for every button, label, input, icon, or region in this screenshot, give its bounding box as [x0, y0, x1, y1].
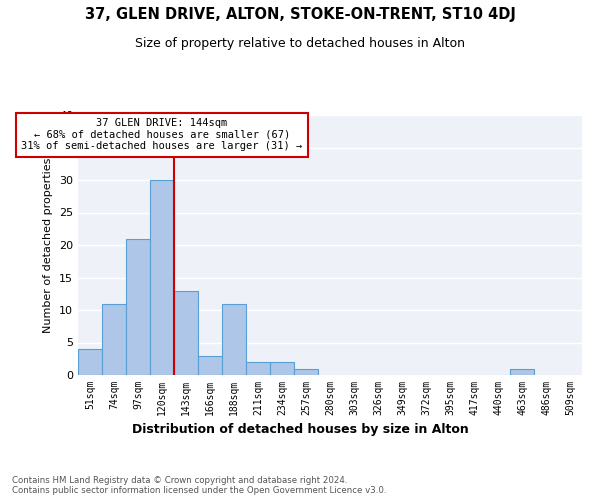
Bar [198, 356, 222, 375]
Bar [102, 304, 126, 375]
Text: 37 GLEN DRIVE: 144sqm
← 68% of detached houses are smaller (67)
31% of semi-deta: 37 GLEN DRIVE: 144sqm ← 68% of detached … [22, 118, 302, 152]
Bar [222, 304, 246, 375]
Text: Size of property relative to detached houses in Alton: Size of property relative to detached ho… [135, 38, 465, 51]
Bar [150, 180, 174, 375]
Bar [126, 238, 150, 375]
Bar [78, 349, 102, 375]
Y-axis label: Number of detached properties: Number of detached properties [43, 158, 53, 332]
Bar [510, 368, 534, 375]
Bar [294, 368, 318, 375]
Bar [246, 362, 270, 375]
Text: 37, GLEN DRIVE, ALTON, STOKE-ON-TRENT, ST10 4DJ: 37, GLEN DRIVE, ALTON, STOKE-ON-TRENT, S… [85, 8, 515, 22]
Text: Distribution of detached houses by size in Alton: Distribution of detached houses by size … [131, 422, 469, 436]
Bar [270, 362, 294, 375]
Text: Contains HM Land Registry data © Crown copyright and database right 2024.
Contai: Contains HM Land Registry data © Crown c… [12, 476, 386, 495]
Bar [174, 290, 198, 375]
